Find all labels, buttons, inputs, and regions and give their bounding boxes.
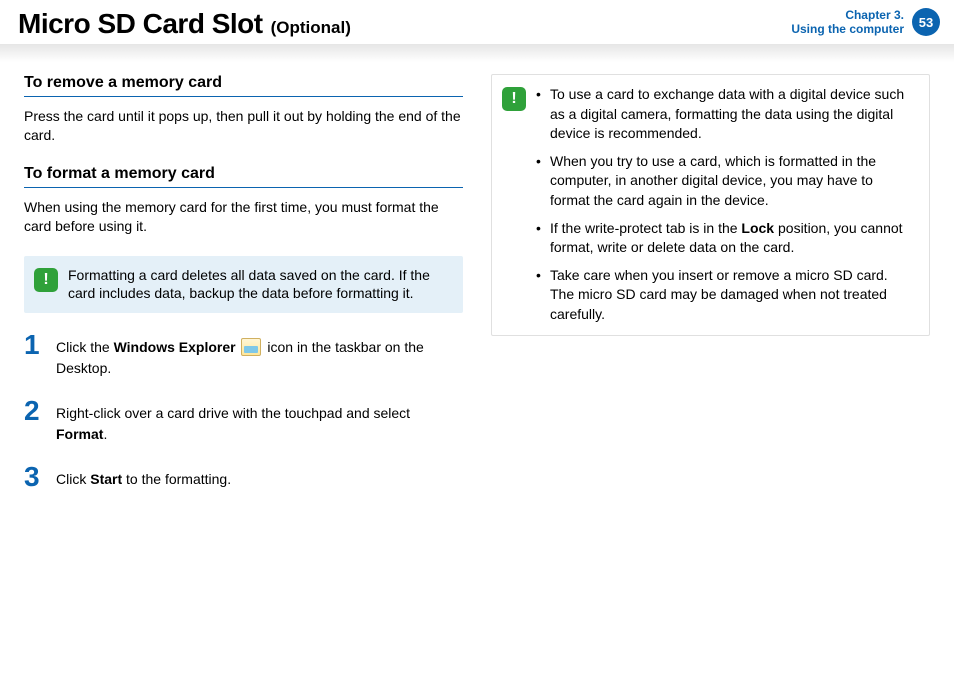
section-body-remove: Press the card until it pops up, then pu…	[24, 107, 463, 145]
step-bold: Start	[90, 471, 122, 487]
section-heading-format: To format a memory card	[24, 165, 463, 188]
chapter-text: Chapter 3. Using the computer	[791, 8, 904, 37]
page-number-badge: 53	[912, 8, 940, 36]
right-column: ! To use a card to exchange data with a …	[491, 74, 930, 509]
step-number: 3	[24, 463, 42, 491]
header-shadow	[0, 44, 954, 62]
step-text: Right-click over a card drive with the t…	[56, 397, 463, 445]
tips-list-item: Take care when you insert or remove a mi…	[536, 266, 915, 325]
warning-text: Formatting a card deletes all data saved…	[68, 266, 449, 304]
left-column: To remove a memory card Press the card u…	[24, 74, 463, 509]
tips-list-item: When you try to use a card, which is for…	[536, 152, 915, 211]
page-header: Micro SD Card Slot (Optional) Chapter 3.…	[0, 0, 954, 44]
info-box-tips: ! To use a card to exchange data with a …	[491, 74, 930, 336]
step-text: Click Start to the formatting.	[56, 463, 231, 490]
title-block: Micro SD Card Slot (Optional)	[18, 8, 351, 40]
step-bold: Windows Explorer	[114, 339, 236, 355]
page-title: Micro SD Card Slot	[18, 8, 263, 40]
warning-box-format: ! Formatting a card deletes all data sav…	[24, 256, 463, 314]
step: 2 Right-click over a card drive with the …	[24, 397, 463, 445]
chapter-line1: Chapter 3.	[791, 8, 904, 22]
step: 1 Click the Windows Explorer icon in the …	[24, 331, 463, 379]
tips-bold: Lock	[741, 220, 774, 236]
step-text: Click the Windows Explorer icon in the t…	[56, 331, 463, 379]
step-bold: Format	[56, 426, 103, 442]
tips-list-item: If the write-protect tab is in the Lock …	[536, 219, 915, 258]
content-area: To remove a memory card Press the card u…	[0, 62, 954, 509]
steps-list: 1 Click the Windows Explorer icon in the …	[24, 331, 463, 491]
step: 3 Click Start to the formatting.	[24, 463, 463, 491]
section-body-format: When using the memory card for the first…	[24, 198, 463, 236]
chapter-block: Chapter 3. Using the computer 53	[791, 8, 940, 37]
exclamation-icon: !	[502, 87, 526, 111]
tips-list-item: To use a card to exchange data with a di…	[536, 85, 915, 144]
exclamation-icon: !	[34, 268, 58, 292]
tips-list: To use a card to exchange data with a di…	[536, 85, 915, 325]
section-heading-remove: To remove a memory card	[24, 74, 463, 97]
step-number: 1	[24, 331, 42, 359]
windows-explorer-icon	[241, 338, 261, 356]
chapter-line2: Using the computer	[791, 22, 904, 36]
page-subtitle: (Optional)	[271, 18, 351, 38]
step-number: 2	[24, 397, 42, 425]
